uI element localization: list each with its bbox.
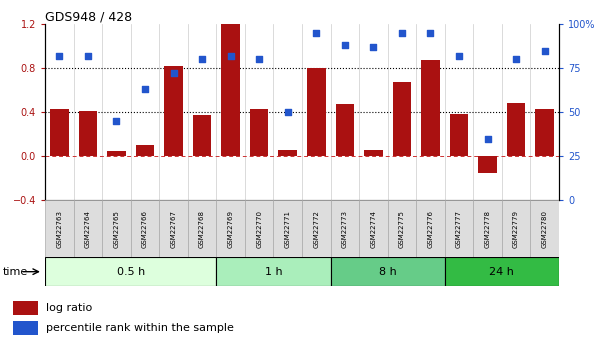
Bar: [474, 200, 502, 257]
Point: [55, 53, 64, 59]
Point: [483, 136, 492, 141]
Point: [197, 57, 207, 62]
Text: GSM22766: GSM22766: [142, 209, 148, 248]
Bar: [164, 66, 183, 156]
Bar: [450, 114, 468, 156]
Text: GSM22780: GSM22780: [542, 209, 548, 248]
Point: [454, 53, 464, 59]
Bar: [273, 200, 302, 257]
Text: GSM22771: GSM22771: [285, 209, 291, 248]
Bar: [502, 200, 530, 257]
Point: [226, 53, 236, 59]
Text: percentile rank within the sample: percentile rank within the sample: [46, 324, 234, 333]
Bar: [416, 200, 445, 257]
Point: [311, 30, 321, 36]
Bar: [79, 111, 97, 156]
Bar: [359, 200, 388, 257]
Bar: [45, 200, 74, 257]
Text: GSM22767: GSM22767: [171, 209, 177, 248]
Text: 24 h: 24 h: [489, 267, 514, 277]
Point: [397, 30, 407, 36]
Bar: [335, 105, 354, 156]
Bar: [530, 200, 559, 257]
Point: [511, 57, 521, 62]
Bar: [221, 24, 240, 156]
Bar: [478, 156, 497, 172]
Text: log ratio: log ratio: [46, 303, 93, 313]
Text: 0.5 h: 0.5 h: [117, 267, 145, 277]
Text: time: time: [3, 267, 28, 277]
Bar: [216, 200, 245, 257]
Bar: [278, 149, 297, 156]
Text: GSM22773: GSM22773: [342, 209, 348, 248]
Bar: [159, 200, 188, 257]
Bar: [445, 257, 559, 286]
Point: [112, 118, 121, 124]
Bar: [13, 321, 38, 335]
Bar: [245, 200, 273, 257]
Bar: [421, 60, 440, 156]
Point: [540, 48, 549, 53]
Point: [340, 42, 350, 48]
Bar: [13, 301, 38, 315]
Bar: [45, 257, 216, 286]
Bar: [388, 200, 416, 257]
Bar: [331, 200, 359, 257]
Text: 1 h: 1 h: [264, 267, 282, 277]
Bar: [331, 257, 445, 286]
Text: GSM22770: GSM22770: [256, 209, 262, 248]
Bar: [302, 200, 331, 257]
Bar: [131, 200, 159, 257]
Text: GSM22772: GSM22772: [313, 210, 319, 247]
Point: [426, 30, 435, 36]
Bar: [102, 200, 130, 257]
Bar: [445, 200, 474, 257]
Bar: [307, 68, 326, 156]
Point: [254, 57, 264, 62]
Bar: [50, 109, 69, 156]
Text: GSM22768: GSM22768: [199, 209, 205, 248]
Text: GSM22769: GSM22769: [228, 209, 234, 248]
Text: GSM22764: GSM22764: [85, 210, 91, 247]
Text: GSM22778: GSM22778: [484, 209, 490, 248]
Bar: [188, 200, 216, 257]
Text: 8 h: 8 h: [379, 267, 397, 277]
Point: [169, 71, 178, 76]
Text: GSM22779: GSM22779: [513, 209, 519, 248]
Bar: [193, 116, 212, 156]
Bar: [507, 104, 525, 156]
Text: GSM22776: GSM22776: [427, 209, 433, 248]
Point: [283, 109, 293, 115]
Text: GDS948 / 428: GDS948 / 428: [45, 10, 132, 23]
Bar: [392, 82, 411, 156]
Bar: [74, 200, 102, 257]
Bar: [107, 151, 126, 156]
Text: GSM22763: GSM22763: [56, 209, 63, 248]
Point: [140, 87, 150, 92]
Text: GSM22777: GSM22777: [456, 209, 462, 248]
Bar: [364, 149, 383, 156]
Point: [83, 53, 93, 59]
Text: GSM22775: GSM22775: [399, 210, 405, 247]
Text: GSM22765: GSM22765: [114, 210, 120, 247]
Point: [368, 44, 378, 50]
Bar: [136, 145, 154, 156]
Bar: [535, 109, 554, 156]
Text: GSM22774: GSM22774: [370, 210, 376, 247]
Bar: [250, 109, 269, 156]
Bar: [216, 257, 331, 286]
